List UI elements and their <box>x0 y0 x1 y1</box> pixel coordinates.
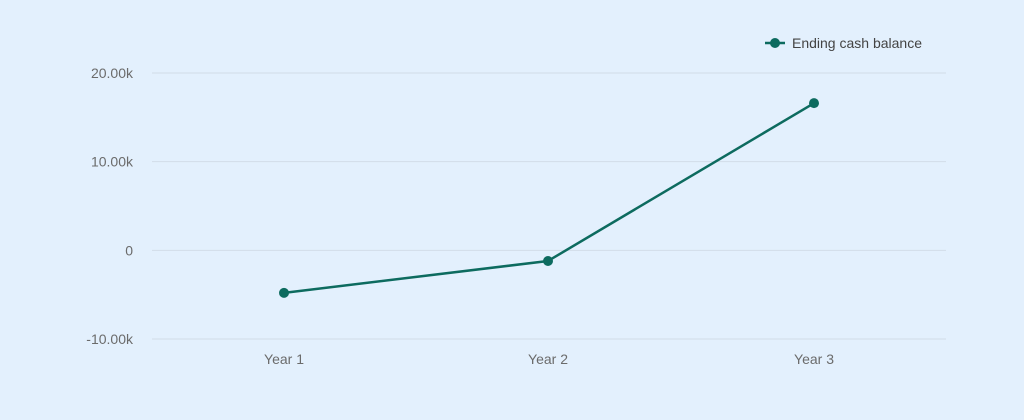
y-axis-tick-labels: -10.00k 0 10.00k 20.00k <box>86 65 134 347</box>
x-tick-label: Year 3 <box>794 351 834 367</box>
data-point[interactable] <box>809 98 819 109</box>
legend-series-label[interactable]: Ending cash balance <box>792 35 922 51</box>
legend[interactable]: Ending cash balance <box>765 35 922 51</box>
x-axis-tick-labels: Year 1 Year 2 Year 3 <box>264 351 834 367</box>
y-tick-label: 0 <box>125 242 133 258</box>
x-tick-label: Year 1 <box>264 351 304 367</box>
y-tick-label: 10.00k <box>91 154 134 170</box>
data-point[interactable] <box>543 255 553 266</box>
grid-lines <box>152 72 946 340</box>
x-tick-label: Year 2 <box>528 351 568 367</box>
series-group <box>279 98 819 298</box>
legend-series-swatch-dot <box>770 38 780 48</box>
data-point[interactable] <box>279 287 289 298</box>
y-tick-label: -10.00k <box>86 331 134 347</box>
y-tick-label: 20.00k <box>91 65 134 81</box>
